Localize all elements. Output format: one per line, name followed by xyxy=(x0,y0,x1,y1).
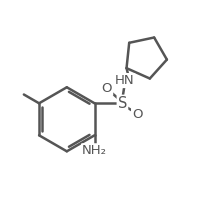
Text: O: O xyxy=(102,82,112,95)
Text: S: S xyxy=(118,96,127,111)
Text: NH₂: NH₂ xyxy=(82,144,107,157)
Text: HN: HN xyxy=(115,74,134,87)
Text: O: O xyxy=(132,108,142,121)
